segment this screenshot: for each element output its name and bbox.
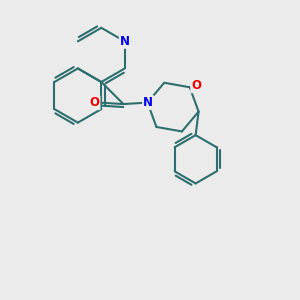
Text: N: N [143,96,153,109]
Text: N: N [120,35,130,48]
Text: O: O [191,79,201,92]
Text: O: O [89,96,100,109]
